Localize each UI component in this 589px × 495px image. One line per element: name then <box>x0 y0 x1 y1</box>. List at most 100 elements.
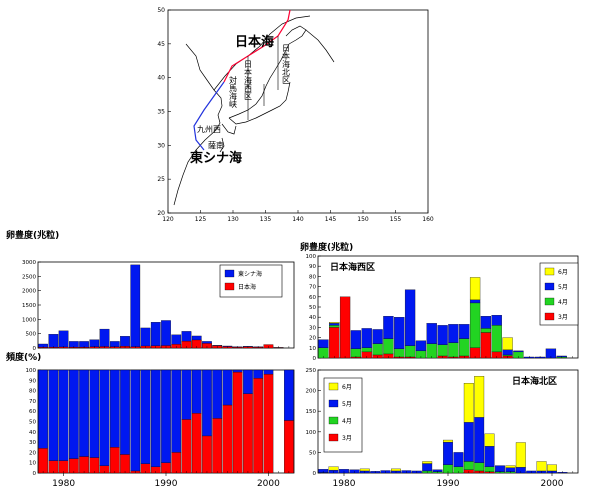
bar-segment <box>109 369 120 448</box>
map-x-tick-label: 135 <box>260 216 272 223</box>
map-x-tick-label: 150 <box>357 216 369 223</box>
bar-segment <box>130 369 141 472</box>
bar-segment <box>448 324 459 343</box>
bar-segment <box>502 349 513 356</box>
east-china-sea-boundary-line <box>193 81 225 151</box>
bar-segment <box>443 441 453 465</box>
bar-segment <box>202 435 212 474</box>
bar-segment <box>222 404 233 474</box>
bar-segment <box>89 369 100 458</box>
bar-segment <box>495 465 505 472</box>
bar-segment <box>89 457 100 474</box>
y-tick-label: 250 <box>306 368 317 374</box>
bar-segment <box>191 413 202 474</box>
y-tick-label: 70 <box>29 399 36 405</box>
chart-title: 日本海北区 <box>512 375 557 387</box>
bar-segment <box>513 350 524 353</box>
bar-segment <box>350 330 362 349</box>
bar-segment <box>515 442 526 468</box>
y-tick-label: 500 <box>26 332 37 338</box>
bar-segment <box>359 468 370 472</box>
y-tick-label: 0 <box>33 471 37 477</box>
label-east-china-sea: 東シナ海 <box>190 150 242 166</box>
map-region-dividers <box>247 36 279 120</box>
japan-sea-west-ylabel: 卵豊度(兆粒) <box>300 241 353 253</box>
y-tick-label: 100 <box>306 254 317 260</box>
y-tick-label: 150 <box>306 409 317 415</box>
bar-segment <box>491 315 502 326</box>
map-x-tick-label: 160 <box>422 216 434 223</box>
bar-segment <box>222 369 233 406</box>
legend-label: 6月 <box>558 269 568 276</box>
bar-segment <box>58 369 69 461</box>
y-tick-label: 80 <box>309 274 316 280</box>
label-japan-sea-north: 日本海北区 <box>282 44 291 84</box>
bar-segment <box>469 302 481 348</box>
bar-segment <box>232 369 243 373</box>
bar-segment <box>404 345 416 358</box>
label-tsushima-strait: 対馬海峡 <box>229 75 238 109</box>
y-tick-label: 0 <box>313 356 317 362</box>
bar <box>99 328 110 349</box>
bar-segment <box>140 369 151 464</box>
bar-segment <box>459 324 470 339</box>
y-tick-label: 0 <box>33 346 37 352</box>
bar-segment <box>150 369 161 467</box>
bar-segment <box>426 343 437 359</box>
legend-label: 3月 <box>342 435 352 442</box>
legend-swatch <box>544 297 555 306</box>
legend-box <box>219 264 283 298</box>
bar-segment <box>120 454 130 474</box>
y-tick-label: 2000 <box>22 289 36 295</box>
label-japan-sea: 日本海 <box>235 34 274 50</box>
bar-segment <box>68 369 79 459</box>
map-panel: 日本海 東シナ海 日本海北区 日本海西区 対馬海峡 九州西 薩南 120 125 1… <box>157 7 434 223</box>
legend-swatch <box>544 267 555 276</box>
y-tick-label: 90 <box>309 264 316 270</box>
map-y-tick-label: 50 <box>157 7 165 14</box>
bar-segment <box>422 463 433 472</box>
bar <box>161 320 171 349</box>
y-tick-label: 1000 <box>22 317 36 323</box>
y-tick-label: 70 <box>309 285 316 291</box>
y-tick-label: 40 <box>309 315 316 321</box>
y-tick-label: 40 <box>29 430 36 436</box>
bar-segment <box>350 348 362 358</box>
legend-label: 3月 <box>558 314 568 321</box>
bar-segment <box>120 369 130 455</box>
bar-segment <box>502 354 513 357</box>
bar <box>150 322 161 349</box>
bar-segment <box>38 448 48 474</box>
y-tick-label: 90 <box>29 378 36 384</box>
bar-segment <box>318 339 329 348</box>
bar-segment <box>474 417 485 463</box>
bar-segment <box>480 328 492 333</box>
bar-segment <box>212 369 223 419</box>
bar-segment <box>437 325 448 345</box>
map-y-tick-label: 20 <box>157 210 165 217</box>
legend-swatch <box>224 269 235 278</box>
legend-swatch <box>328 433 339 442</box>
bar-segment <box>474 462 485 472</box>
bar-segment <box>284 369 294 421</box>
y-tick-label: 100 <box>26 368 37 374</box>
bar-segment <box>38 369 48 449</box>
bar-segment <box>469 299 481 304</box>
bar-segment <box>383 316 394 339</box>
bar-segment <box>161 369 171 463</box>
bar-segment <box>463 383 474 423</box>
bar-segment <box>202 369 212 437</box>
bar-segment <box>253 378 264 474</box>
map-x-tick-label: 130 <box>227 216 239 223</box>
y-tick-label: 60 <box>309 295 316 301</box>
legend-swatch <box>224 282 235 291</box>
bar-segment <box>79 369 89 457</box>
legend-label: 4月 <box>342 418 352 425</box>
label-kyushu-south: 薩南 <box>208 140 224 150</box>
bar-segment <box>328 466 339 471</box>
bar-segment <box>480 332 492 359</box>
